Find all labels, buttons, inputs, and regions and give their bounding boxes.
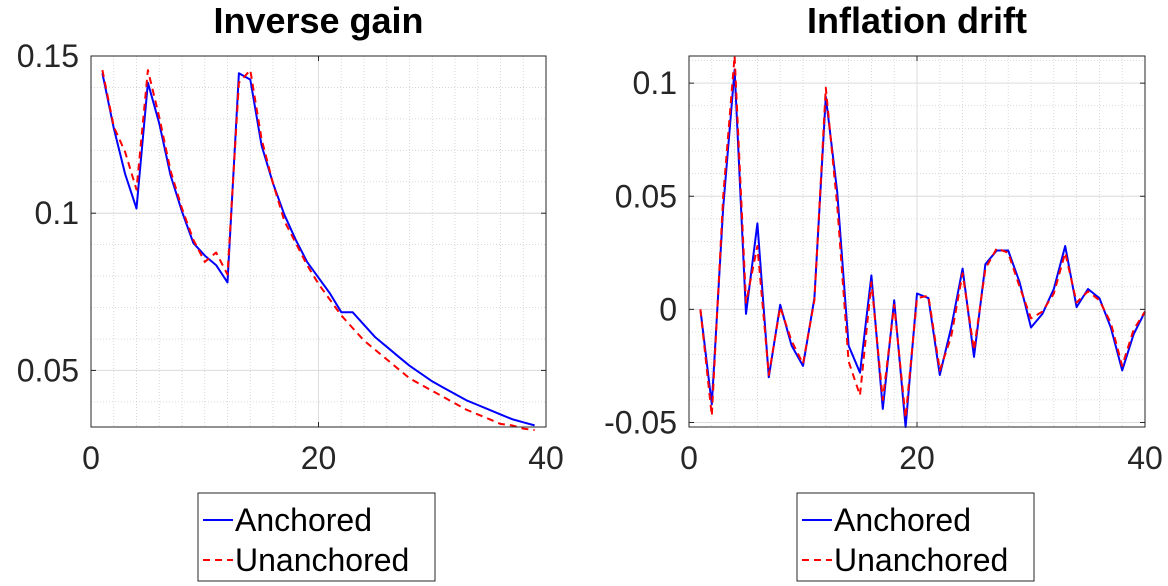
x-tick-label: 0 [680,440,698,476]
series-line-unanchored [699,55,1146,419]
series-line-unanchored [101,69,535,432]
series-line-anchored [101,72,535,427]
legend: Anchored Unanchored [197,492,436,582]
y-tick-label: -0.05 [604,404,677,440]
chart-title: Inflation drift [807,0,1027,41]
y-tick-label: 0.05 [17,352,79,388]
chart-0: 0 20 40 0.05 0.1 0.15 Inverse gain Anchored Unan… [17,0,564,582]
legend-label-unanchored: Unanchored [235,542,409,578]
y-tick-label: 0.15 [17,38,79,74]
y-tick-label: 0.1 [633,65,677,101]
x-tick-label: 40 [528,440,564,476]
x-tick-label: 20 [301,440,337,476]
series-line-anchored [699,68,1146,428]
y-tick-label: 0 [659,291,677,327]
x-tick-label: 20 [899,440,935,476]
legend-label-unanchored: Unanchored [834,542,1008,578]
legend-label-anchored: Anchored [834,502,971,538]
chart-title: Inverse gain [213,0,423,41]
x-tick-label: 0 [82,440,100,476]
legend-box [197,492,436,582]
y-tick-label: 0.05 [615,178,677,214]
y-tick-label: 0.1 [35,195,79,231]
x-tick-label: 40 [1127,440,1163,476]
legend-box [796,492,1035,582]
legend-label-anchored: Anchored [235,502,372,538]
legend: Anchored Unanchored [796,492,1035,582]
